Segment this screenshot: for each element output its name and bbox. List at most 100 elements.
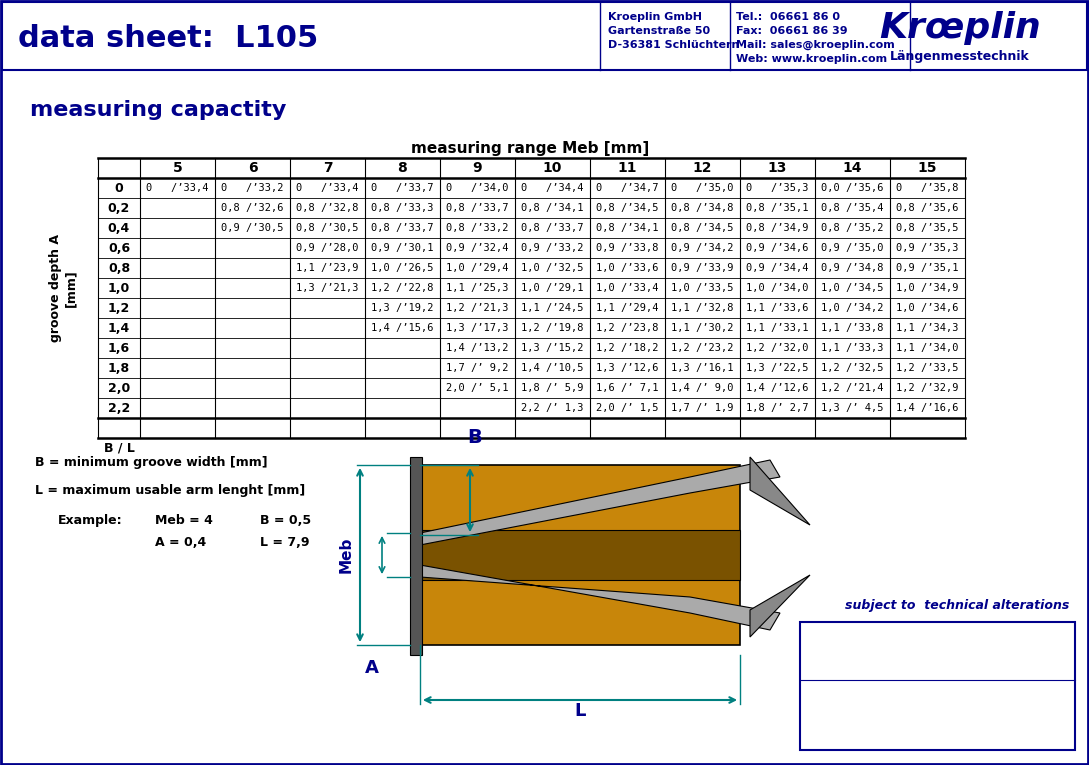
Text: 1,1 /ʼ24,5: 1,1 /ʼ24,5 [522,303,584,313]
Text: groove depth A
[mm]: groove depth A [mm] [49,234,77,342]
Text: 0,9 /ʼ33,8: 0,9 /ʼ33,8 [597,243,659,253]
Text: 1,2 /ʼ21,3: 1,2 /ʼ21,3 [446,303,509,313]
Text: 1,0 /ʼ29,4: 1,0 /ʼ29,4 [446,263,509,273]
Text: 0,8 /ʼ35,4: 0,8 /ʼ35,4 [821,203,884,213]
Text: 0   /ʼ35,8: 0 /ʼ35,8 [896,183,958,193]
Text: 0,9 /ʼ34,6: 0,9 /ʼ34,6 [746,243,809,253]
Text: 1,8: 1,8 [108,362,130,375]
Text: 1,3 /ʼ16,1: 1,3 /ʼ16,1 [671,363,734,373]
Text: 1,6 /ʼ 7,1: 1,6 /ʼ 7,1 [597,383,659,393]
Text: 0,9 /ʼ34,8: 0,9 /ʼ34,8 [821,263,884,273]
Text: 0,8 /ʼ33,7: 0,8 /ʼ33,7 [446,203,509,213]
Text: L = 7,9: L = 7,9 [260,536,309,549]
Text: 1,2: 1,2 [108,301,130,314]
Text: A: A [365,659,379,677]
Text: 1,2 /ʼ32,9: 1,2 /ʼ32,9 [896,383,958,393]
Text: 8: 8 [397,161,407,175]
Text: 1,4 /ʼ 9,0: 1,4 /ʼ 9,0 [671,383,734,393]
Text: 0   /ʼ34,7: 0 /ʼ34,7 [597,183,659,193]
Text: L: L [574,702,586,720]
Bar [2,2,1087,70]
Text: B / L: B / L [103,441,134,454]
Text: 1,1 /ʼ32,8: 1,1 /ʼ32,8 [671,303,734,313]
Text: 1,2 /ʼ19,8: 1,2 /ʼ19,8 [522,323,584,333]
Text: L = maximum usable arm lenght [mm]: L = maximum usable arm lenght [mm] [35,484,305,497]
Polygon shape [750,575,810,637]
Text: 1,0 /ʼ34,9: 1,0 /ʼ34,9 [896,283,958,293]
Text: 13: 13 [768,161,787,175]
Text: 1,1 /ʼ30,2: 1,1 /ʼ30,2 [671,323,734,333]
Bar [800,622,1075,750]
Text: 0,9 /ʼ35,0: 0,9 /ʼ35,0 [821,243,884,253]
Bar [420,530,741,580]
Text: 0,8 /ʼ32,6: 0,8 /ʼ32,6 [221,203,284,213]
Text: 0,9 /ʼ35,1: 0,9 /ʼ35,1 [896,263,958,273]
Text: 0,0 /ʼ35,6: 0,0 /ʼ35,6 [821,183,884,193]
Text: revision date:: revision date: [808,705,894,715]
Text: name:: name: [808,658,847,668]
Text: 1,7 /ʼ 1,9: 1,7 /ʼ 1,9 [671,403,734,413]
Text: B = minimum groove width [mm]: B = minimum groove width [mm] [35,456,268,469]
Text: 0   /ʼ33,2: 0 /ʼ33,2 [221,183,284,193]
Text: 2,0: 2,0 [108,382,130,395]
Text: 0,6: 0,6 [108,242,130,255]
Text: 0,8 /ʼ35,2: 0,8 /ʼ35,2 [821,223,884,233]
Text: 5: 5 [173,161,182,175]
Text: 2,0 /ʼ 1,5: 2,0 /ʼ 1,5 [597,403,659,413]
Text: 1,0 /ʼ32,5: 1,0 /ʼ32,5 [522,263,584,273]
Text: 10: 10 [542,161,562,175]
Text: 0,8 /ʼ34,9: 0,8 /ʼ34,9 [746,223,809,233]
Text: 0,8 /ʼ33,7: 0,8 /ʼ33,7 [371,223,433,233]
Text: Gartenstraße 50: Gartenstraße 50 [608,26,710,36]
Text: 0: 0 [114,181,123,194]
Text: 1,1 /ʼ23,9: 1,1 /ʼ23,9 [296,263,358,273]
Text: 11: 11 [617,161,637,175]
Bar [409,457,423,655]
Text: 0,9 /ʼ34,4: 0,9 /ʼ34,4 [746,263,809,273]
Text: 1,4 /ʼ15,6: 1,4 /ʼ15,6 [371,323,433,333]
Text: 15: 15 [918,161,938,175]
Text: 1,8 /ʼ 2,7: 1,8 /ʼ 2,7 [746,403,809,413]
Text: 0,9 /ʼ30,1: 0,9 /ʼ30,1 [371,243,433,253]
Text: 1,3 /ʼ17,3: 1,3 /ʼ17,3 [446,323,509,333]
Text: 1,0 /ʼ34,0: 1,0 /ʼ34,0 [746,283,809,293]
Text: 7: 7 [322,161,332,175]
Text: 2,0 /ʼ 5,1: 2,0 /ʼ 5,1 [446,383,509,393]
Text: 1,1 /ʼ25,3: 1,1 /ʼ25,3 [446,283,509,293]
Text: 1,3 /ʼ22,5: 1,3 /ʼ22,5 [746,363,809,373]
Text: 0   /ʼ33,7: 0 /ʼ33,7 [371,183,433,193]
Text: 0   /ʼ33,4: 0 /ʼ33,4 [146,183,209,193]
Text: Längenmesstechnik: Längenmesstechnik [890,50,1030,63]
Text: 0,8 /ʼ33,7: 0,8 /ʼ33,7 [522,223,584,233]
Text: Example:: Example: [58,514,123,527]
Text: 0,8 /ʼ35,5: 0,8 /ʼ35,5 [896,223,958,233]
Text: measuring range Meb [mm]: measuring range Meb [mm] [411,141,649,155]
Text: 1,3 /ʼ21,3: 1,3 /ʼ21,3 [296,283,358,293]
Text: 1,0 /ʼ33,6: 1,0 /ʼ33,6 [597,263,659,273]
Text: 1,1 /ʼ34,3: 1,1 /ʼ34,3 [896,323,958,333]
Text: 2,2: 2,2 [108,402,130,415]
Text: 1,1 /ʼ34,0: 1,1 /ʼ34,0 [896,343,958,353]
Bar [420,465,741,535]
Text: 0,8 /ʼ35,6: 0,8 /ʼ35,6 [896,203,958,213]
Text: 1,2 /ʼ23,8: 1,2 /ʼ23,8 [597,323,659,333]
Text: 1,3 /ʼ15,2: 1,3 /ʼ15,2 [522,343,584,353]
Text: 1,2 /ʼ18,2: 1,2 /ʼ18,2 [597,343,659,353]
Text: Meb = 4: Meb = 4 [155,514,212,527]
Text: 1,0 /ʼ29,1: 1,0 /ʼ29,1 [522,283,584,293]
Text: 1,2 /ʼ32,5: 1,2 /ʼ32,5 [821,363,884,373]
Text: 1,4: 1,4 [108,321,130,334]
Text: 0   /ʼ35,3: 0 /ʼ35,3 [746,183,809,193]
Text: 1,1 /ʼ33,3: 1,1 /ʼ33,3 [821,343,884,353]
Text: 1,6: 1,6 [108,341,130,354]
Text: 1,0 /ʼ34,2: 1,0 /ʼ34,2 [821,303,884,313]
Text: Fax:  06661 86 39: Fax: 06661 86 39 [736,26,847,36]
Text: 0,8 /ʼ34,1: 0,8 /ʼ34,1 [597,223,659,233]
Text: 0,8: 0,8 [108,262,130,275]
Text: Tel.:  06661 86 0: Tel.: 06661 86 0 [736,12,840,22]
Text: D-36381 Schlüchtern: D-36381 Schlüchtern [608,40,739,50]
Text: drawing-nr.:: drawing-nr.: [808,628,884,638]
Text: 1,0: 1,0 [108,282,130,295]
Polygon shape [420,565,780,630]
Text: 0   /ʼ35,0: 0 /ʼ35,0 [671,183,734,193]
